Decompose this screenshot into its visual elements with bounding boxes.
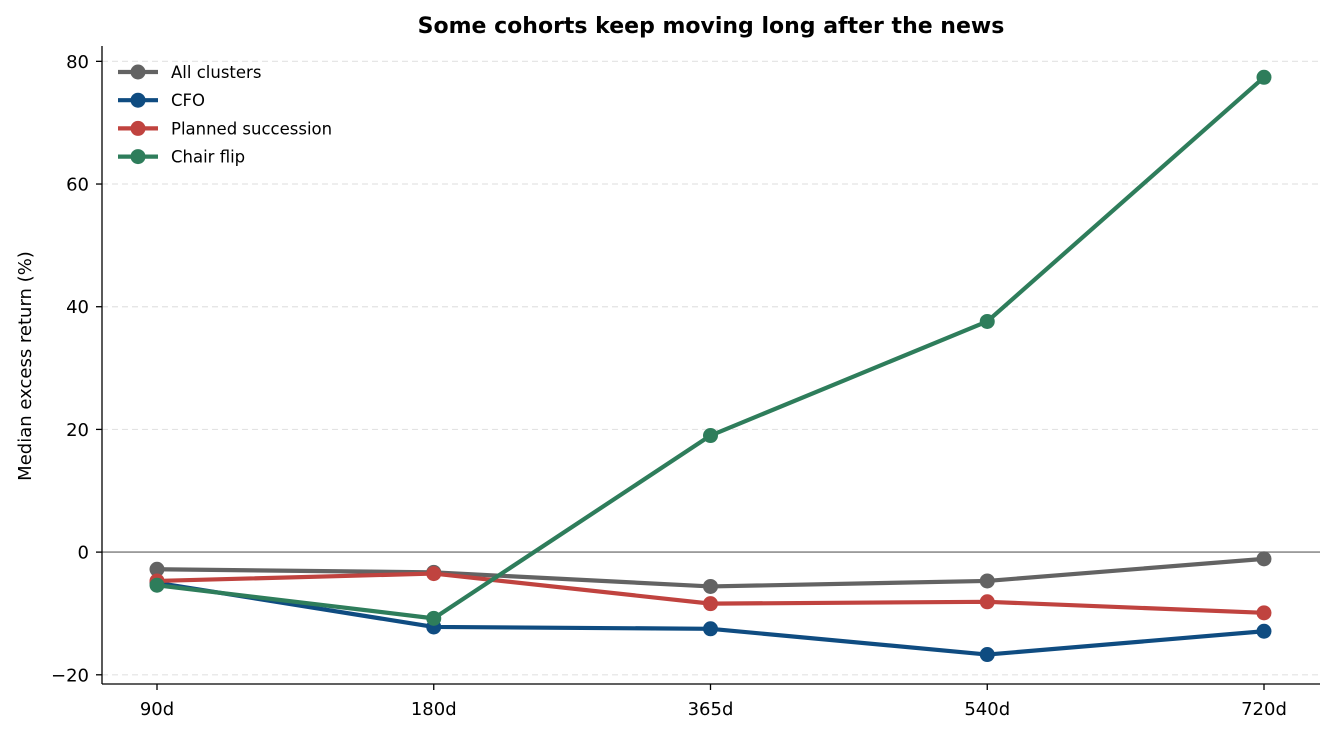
data-point xyxy=(1256,605,1272,621)
data-point xyxy=(1256,551,1272,567)
data-point xyxy=(979,594,995,610)
legend-label: CFO xyxy=(171,91,205,110)
y-tick-label: 40 xyxy=(66,297,89,318)
x-tick-label: 180d xyxy=(411,699,457,720)
y-tick-label: 60 xyxy=(66,175,89,196)
y-tick-label: 0 xyxy=(78,543,89,564)
y-tick-label: 20 xyxy=(66,420,89,441)
grid xyxy=(102,60,1320,676)
series-chair-flip xyxy=(149,69,1272,626)
legend-swatch-marker xyxy=(130,92,146,108)
data-point xyxy=(1256,623,1272,639)
data-point xyxy=(979,647,995,663)
series-all-clusters xyxy=(149,551,1272,594)
data-point xyxy=(426,566,442,582)
legend-item: Chair flip xyxy=(118,148,245,167)
legend-item: All clusters xyxy=(118,63,261,82)
data-point xyxy=(703,428,718,444)
legend-label: Chair flip xyxy=(171,148,245,167)
data-point xyxy=(703,596,718,612)
x-tick-label: 90d xyxy=(140,699,174,720)
data-point xyxy=(149,561,165,577)
axes: −20 0 20 40 60 80 90d 180d 365d 540d 720d xyxy=(51,46,1320,720)
data-point xyxy=(703,578,718,594)
data-point xyxy=(979,313,995,329)
data-point xyxy=(426,610,442,626)
y-tick-label: −20 xyxy=(51,665,89,686)
legend-label: All clusters xyxy=(171,63,261,82)
legend-item: CFO xyxy=(118,91,205,110)
data-point xyxy=(149,577,165,593)
y-tick-label: 80 xyxy=(66,52,89,73)
data-point xyxy=(1256,69,1272,85)
chart-title: Some cohorts keep moving long after the … xyxy=(418,14,1005,39)
legend-swatch-marker xyxy=(130,120,146,136)
x-tick-label: 720d xyxy=(1241,699,1287,720)
y-axis-label: Median excess return (%) xyxy=(15,251,36,481)
series-group xyxy=(149,69,1272,663)
legend-item: Planned succession xyxy=(118,119,332,138)
data-point xyxy=(703,621,718,637)
x-tick-label: 540d xyxy=(964,699,1010,720)
legend-swatch-marker xyxy=(130,64,146,80)
legend: All clusters CFO Planned succession Chair f… xyxy=(118,63,332,167)
legend-swatch-marker xyxy=(130,149,146,165)
data-point xyxy=(979,573,995,589)
x-tick-label: 365d xyxy=(688,699,734,720)
legend-label: Planned succession xyxy=(171,119,332,138)
series-line xyxy=(154,75,1267,621)
